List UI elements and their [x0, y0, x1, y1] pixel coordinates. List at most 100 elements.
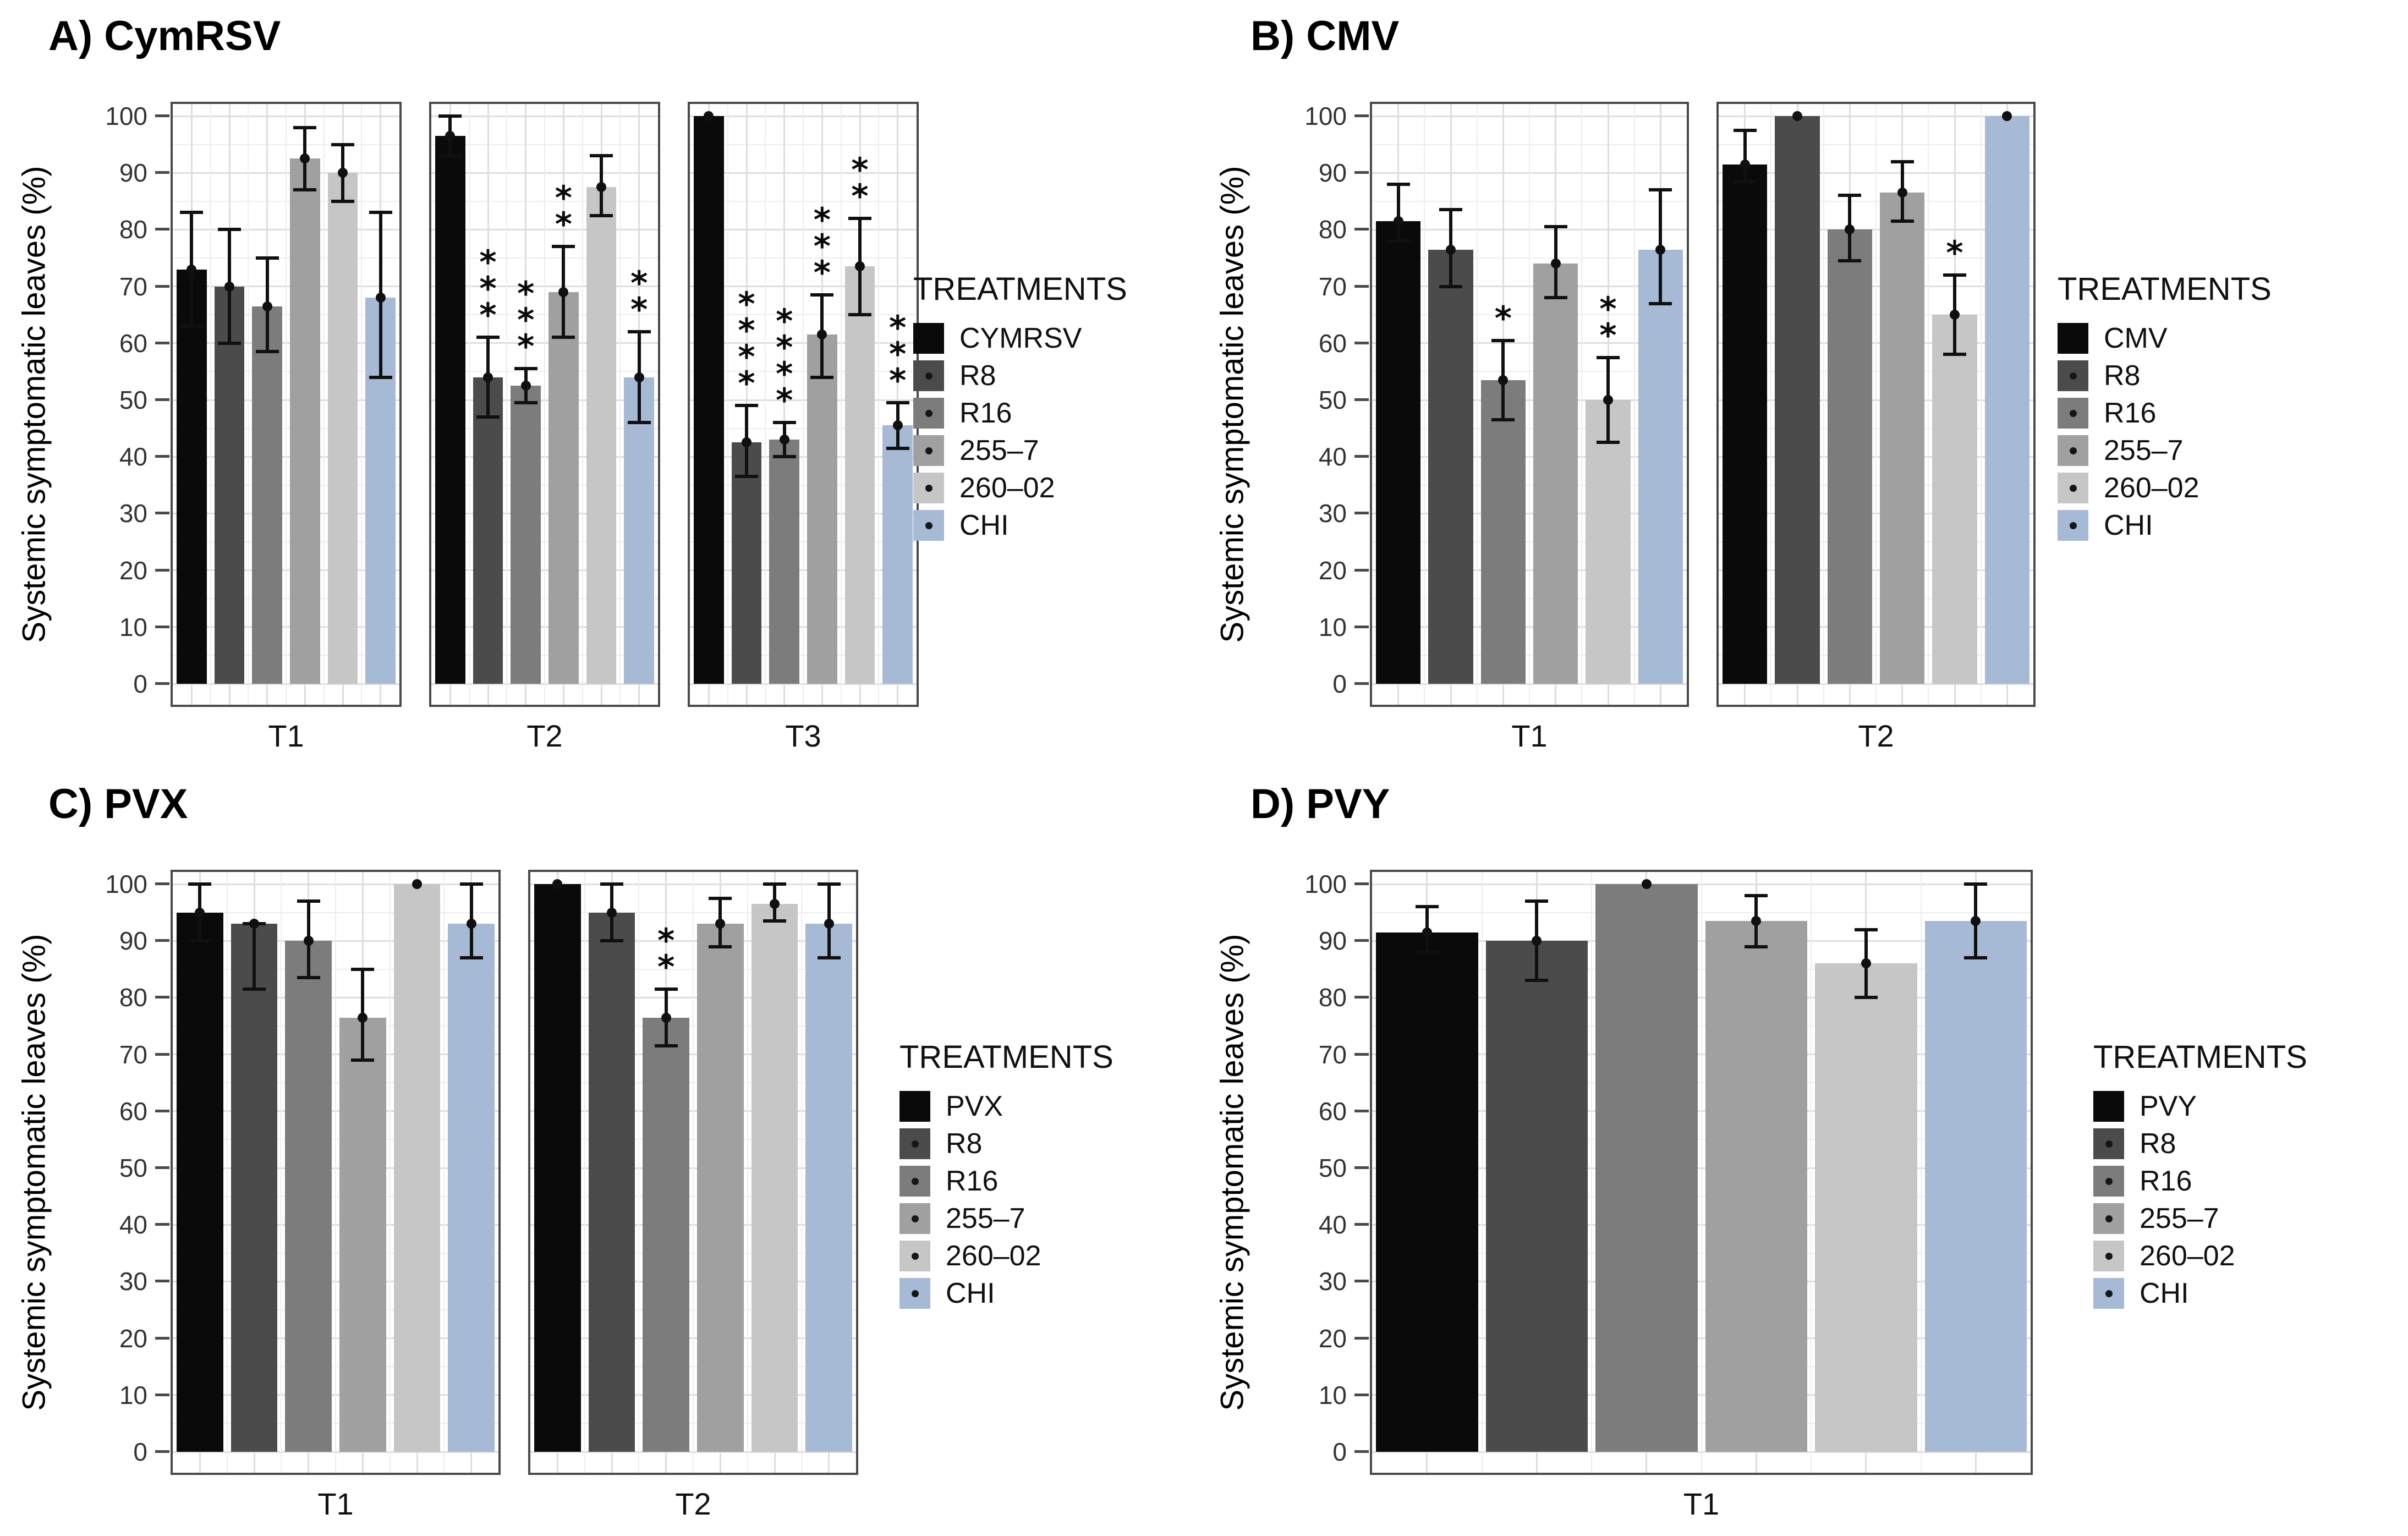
error-bar-cap-bottom — [255, 350, 279, 354]
mean-dot — [1971, 916, 1981, 926]
legend: TREATMENTS PVY R8 R16 255–7 260–02 CHI — [2093, 1039, 2307, 1314]
y-tick-mark — [155, 996, 169, 999]
legend-swatch — [2093, 1091, 2124, 1122]
y-tick-mark — [1354, 512, 1369, 515]
gridline-minor-v — [1529, 104, 1530, 705]
y-tick-mark — [155, 171, 169, 174]
error-bar-cap-top — [180, 211, 204, 215]
bar-R8 — [588, 912, 635, 1452]
mean-dot — [187, 264, 197, 275]
gridline-minor-v — [693, 872, 694, 1473]
error-bar-cap-top — [188, 882, 212, 886]
legend-swatch-dot — [2069, 447, 2077, 454]
y-tick-mark — [155, 1052, 169, 1056]
error-bar-cap-top — [590, 154, 613, 158]
mean-dot — [661, 1012, 671, 1023]
error-bar-cap-top — [1890, 160, 1914, 163]
bar-260–02 — [1815, 963, 1917, 1452]
legend-item-label: CHI — [2140, 1277, 2189, 1309]
gridline-minor-v — [1581, 104, 1583, 705]
y-tick-label: 50 — [119, 1154, 147, 1182]
y-tick-mark — [1354, 114, 1369, 117]
chart-cmv: 0 10 20 30 40 50 60 70 80 90 100 * * * T1 * T2 TREATMENT… — [1202, 0, 2404, 768]
error-bar-cap-bottom — [763, 919, 786, 923]
mean-dot — [634, 372, 644, 382]
error-bar-cap-bottom — [1964, 956, 1988, 960]
mean-dot — [520, 381, 531, 391]
bar-R16 — [511, 386, 541, 684]
legend-swatch — [2093, 1203, 2124, 1234]
bar-255–7 — [290, 158, 320, 684]
legend-swatch-dot — [2069, 372, 2077, 380]
bar-R16 — [769, 440, 799, 684]
legend-swatch-dot — [2105, 1290, 2113, 1297]
error-bar-cap-top — [1525, 899, 1549, 903]
significance-stars: * * * — [813, 201, 831, 293]
bar-R8 — [1428, 249, 1473, 684]
mean-dot — [1550, 259, 1561, 269]
legend-title: TREATMENTS — [2058, 271, 2272, 307]
mean-dot — [1740, 159, 1750, 169]
legend-swatch-dot — [925, 522, 933, 529]
legend-swatch — [2058, 510, 2088, 541]
y-tick-label: 60 — [119, 1096, 147, 1126]
error-bar-cap-bottom — [1649, 301, 1672, 305]
legend-item: 255–7 — [913, 434, 1127, 467]
legend-swatch — [913, 398, 944, 429]
y-tick-label: 80 — [119, 983, 147, 1012]
mean-dot — [300, 153, 310, 164]
legend-swatch — [2058, 435, 2088, 466]
gridline-minor-v — [619, 104, 621, 705]
bar-R8 — [1775, 116, 1820, 684]
legend-swatch — [2058, 398, 2088, 429]
panel-title-pvx: C) PVX — [48, 781, 188, 827]
bar-CHI — [1984, 116, 2029, 684]
error-bar-cap-bottom — [1890, 219, 1914, 223]
facet-label: T2 — [675, 1486, 711, 1521]
legend-item-label: 255–7 — [946, 1203, 1025, 1235]
mean-dot — [445, 131, 456, 141]
error-bar-cap-bottom — [1745, 945, 1768, 948]
y-tick-label: 20 — [119, 1324, 147, 1353]
mean-dot — [742, 437, 752, 448]
error-bar-cap-top — [1491, 338, 1515, 342]
bar-255–7 — [697, 924, 744, 1452]
y-tick-mark — [1354, 1223, 1369, 1226]
facet-label: T2 — [526, 718, 563, 753]
facet-box: * * * * * * * * * * * * * * * * — [688, 102, 919, 707]
legend-item-label: CYMRSV — [959, 322, 1082, 354]
error-bar-cap-top — [735, 404, 758, 408]
y-tick-label: 80 — [1318, 983, 1347, 1012]
mean-dot — [1422, 927, 1432, 937]
y-tick-mark — [155, 228, 169, 231]
legend-swatch — [899, 1091, 930, 1122]
chart-pvy: 0 10 20 30 40 50 60 70 80 90 100 T1 TREATMENTS PVY R8 R… — [1202, 768, 2404, 1536]
mean-dot — [892, 420, 903, 431]
error-bar-cap-bottom — [552, 336, 575, 339]
error-bar-cap-bottom — [476, 415, 500, 419]
error-bar-cap-top — [709, 896, 732, 900]
legend-item-label: CHI — [946, 1277, 995, 1309]
y-tick-label: 40 — [119, 1210, 147, 1239]
mean-dot — [770, 899, 780, 909]
mean-dot — [715, 919, 726, 929]
error-bar-cap-top — [1964, 882, 1988, 886]
legend-item-label: 260–02 — [959, 472, 1055, 504]
mean-dot — [1655, 244, 1666, 255]
bar-CHI — [1924, 921, 2027, 1452]
legend-item-label: 260–02 — [946, 1240, 1041, 1272]
y-tick-mark — [1354, 1393, 1369, 1396]
legend-swatch — [899, 1241, 930, 1271]
y-tick-label: 50 — [1318, 1154, 1347, 1182]
legend-item: R8 — [899, 1127, 1114, 1160]
legend-item: 260–02 — [913, 471, 1127, 504]
error-bar-cap-top — [886, 401, 909, 405]
y-tick-label: 30 — [119, 499, 147, 528]
mean-dot — [824, 919, 834, 929]
gridline-minor-v — [747, 872, 748, 1473]
y-tick-mark — [155, 1166, 169, 1169]
legend-swatch — [913, 510, 944, 541]
error-bar-cap-top — [1439, 208, 1462, 212]
error-bar-cap-top — [810, 293, 834, 297]
